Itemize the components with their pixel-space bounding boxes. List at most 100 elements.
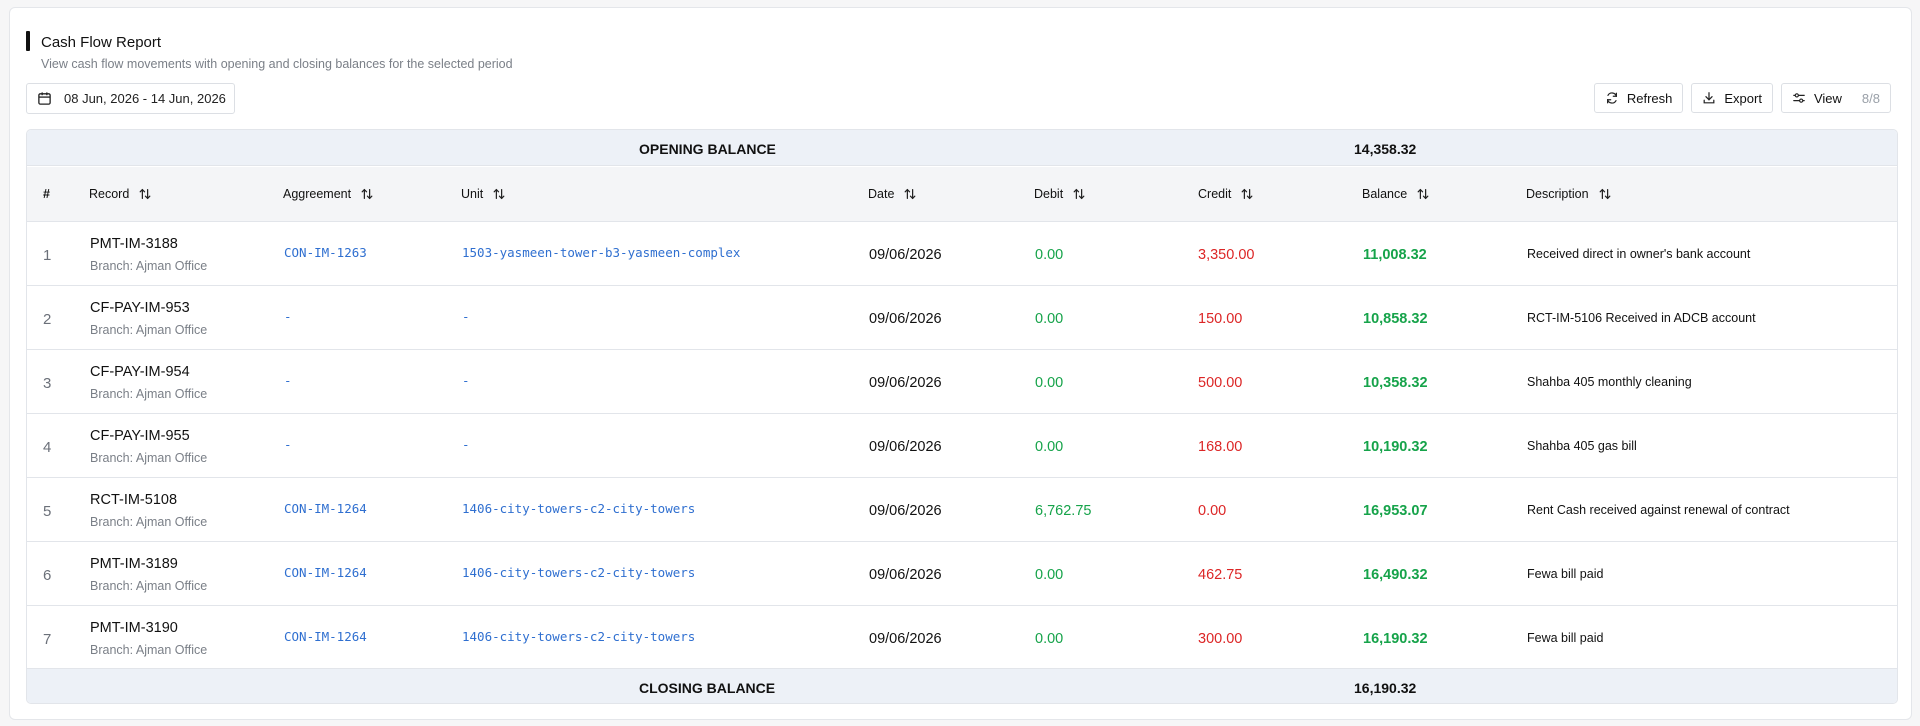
column-header-number: # — [43, 187, 50, 201]
row-description: Shahba 405 monthly cleaning — [1527, 375, 1692, 389]
unit-link[interactable]: 1406-city-towers-c2-city-towers — [462, 501, 696, 516]
record-id: PMT-IM-3188 — [90, 236, 178, 252]
row-credit: 168.00 — [1198, 439, 1243, 455]
column-header-balance[interactable]: Balance — [1362, 187, 1430, 201]
agreement-link[interactable]: CON-IM-1264 — [284, 501, 367, 516]
agreement-link[interactable]: - — [284, 437, 292, 452]
row-number: 5 — [43, 503, 52, 520]
row-number: 2 — [43, 311, 52, 328]
unit-link[interactable]: - — [462, 309, 470, 324]
sort-icon — [1073, 188, 1085, 200]
view-columns-button[interactable]: View 8/8 — [1780, 83, 1891, 113]
download-icon — [1703, 92, 1715, 104]
view-label: View — [1813, 90, 1842, 106]
row-number: 4 — [43, 439, 52, 456]
opening-balance-row: OPENING BALANCE 14,358.32 — [27, 130, 1897, 166]
unit-link[interactable]: 1503-yasmeen-tower-b3-yasmeen-complex — [462, 245, 741, 260]
agreement-link[interactable]: CON-IM-1263 — [284, 245, 367, 260]
refresh-label: Refresh — [1626, 90, 1673, 106]
date-range-picker[interactable]: 08 Jun, 2026 - 14 Jun, 2026 — [26, 83, 235, 114]
row-balance: 10,858.32 — [1363, 311, 1428, 327]
row-credit: 0.00 — [1198, 503, 1227, 519]
refresh-button[interactable]: Refresh — [1593, 83, 1684, 113]
record-id: PMT-IM-3189 — [90, 556, 178, 572]
row-date: 09/06/2026 — [869, 247, 942, 263]
unit-link[interactable]: - — [462, 373, 470, 388]
row-debit: 0.00 — [1035, 247, 1064, 263]
export-button[interactable]: Export — [1691, 83, 1773, 113]
row-date: 09/06/2026 — [869, 503, 942, 519]
row-date: 09/06/2026 — [869, 631, 942, 647]
agreement-link[interactable]: - — [284, 309, 292, 324]
row-credit: 300.00 — [1198, 631, 1243, 647]
refresh-icon — [1606, 92, 1617, 104]
column-header-label: Balance — [1362, 187, 1408, 201]
row-number: 1 — [43, 247, 52, 264]
table-row[interactable]: 2 CF-PAY-IM-953 Branch: Ajman Office - -… — [27, 286, 1897, 350]
sort-icon — [904, 188, 916, 200]
row-debit: 0.00 — [1035, 375, 1064, 391]
page-title: Cash Flow Report — [41, 34, 162, 51]
column-header-date[interactable]: Date — [868, 187, 917, 201]
record-branch: Branch: Ajman Office — [90, 323, 208, 337]
closing-balance-value: 16,190.32 — [1354, 680, 1417, 696]
unit-link[interactable]: 1406-city-towers-c2-city-towers — [462, 629, 696, 644]
record-id: RCT-IM-5108 — [90, 492, 178, 508]
row-credit: 150.00 — [1198, 311, 1243, 327]
row-debit: 6,762.75 — [1035, 503, 1092, 519]
export-label: Export — [1724, 90, 1762, 106]
column-header-description[interactable]: Description — [1526, 187, 1612, 201]
record-branch: Branch: Ajman Office — [90, 259, 208, 273]
unit-link[interactable]: - — [462, 437, 470, 452]
opening-balance-value: 14,358.32 — [1354, 141, 1417, 157]
record-branch: Branch: Ajman Office — [90, 579, 208, 593]
agreement-link[interactable]: - — [284, 373, 292, 388]
table-row[interactable]: 3 CF-PAY-IM-954 Branch: Ajman Office - -… — [27, 350, 1897, 414]
table-row[interactable]: 5 RCT-IM-5108 Branch: Ajman Office CON-I… — [27, 478, 1897, 542]
agreement-link[interactable]: CON-IM-1264 — [284, 629, 367, 644]
record-branch: Branch: Ajman Office — [90, 643, 208, 657]
date-range-value: 08 Jun, 2026 - 14 Jun, 2026 — [64, 91, 226, 106]
column-header-debit[interactable]: Debit — [1034, 187, 1086, 201]
record-id: CF-PAY-IM-955 — [90, 428, 190, 444]
row-balance: 11,008.32 — [1363, 247, 1427, 263]
row-date: 09/06/2026 — [869, 439, 942, 455]
record-branch: Branch: Ajman Office — [90, 451, 208, 465]
column-header-unit[interactable]: Unit — [461, 187, 506, 201]
row-credit: 500.00 — [1198, 375, 1243, 391]
row-description: RCT-IM-5106 Received in ADCB account — [1527, 311, 1756, 325]
sort-icon — [139, 188, 151, 200]
row-date: 09/06/2026 — [869, 567, 942, 583]
column-header-label: Unit — [461, 187, 484, 201]
row-credit: 462.75 — [1198, 567, 1243, 583]
row-balance: 10,190.32 — [1363, 439, 1428, 455]
column-header-credit[interactable]: Credit — [1198, 187, 1254, 201]
column-header-record[interactable]: Record — [89, 187, 152, 201]
column-header-agreement[interactable]: Aggreement — [283, 187, 374, 201]
unit-link[interactable]: 1406-city-towers-c2-city-towers — [462, 565, 696, 580]
column-header-label: Aggreement — [283, 187, 352, 201]
row-number: 3 — [43, 375, 52, 392]
calendar-icon — [38, 92, 51, 105]
row-number: 7 — [43, 631, 52, 648]
row-debit: 0.00 — [1035, 631, 1064, 647]
row-balance: 16,490.32 — [1363, 567, 1428, 583]
toolbar: Refresh Export View 8/8 — [1593, 83, 1891, 113]
view-column-count: 8/8 — [1861, 90, 1880, 106]
row-date: 09/06/2026 — [869, 311, 942, 327]
column-header-label: Date — [868, 187, 895, 201]
table-row[interactable]: 4 CF-PAY-IM-955 Branch: Ajman Office - -… — [27, 414, 1897, 478]
table-row[interactable]: 7 PMT-IM-3190 Branch: Ajman Office CON-I… — [27, 606, 1897, 670]
closing-balance-label: CLOSING BALANCE — [639, 680, 776, 696]
row-date: 09/06/2026 — [869, 375, 942, 391]
column-header-label: Credit — [1198, 187, 1232, 201]
record-id: CF-PAY-IM-953 — [90, 300, 190, 316]
opening-balance-label: OPENING BALANCE — [639, 141, 776, 157]
agreement-link[interactable]: CON-IM-1264 — [284, 565, 367, 580]
row-description: Received direct in owner's bank account — [1527, 247, 1751, 261]
sliders-icon — [1793, 93, 1805, 103]
table-row[interactable]: 1 PMT-IM-3188 Branch: Ajman Office CON-I… — [27, 222, 1897, 286]
row-debit: 0.00 — [1035, 567, 1064, 583]
table-row[interactable]: 6 PMT-IM-3189 Branch: Ajman Office CON-I… — [27, 542, 1897, 606]
row-description: Fewa bill paid — [1527, 631, 1604, 645]
